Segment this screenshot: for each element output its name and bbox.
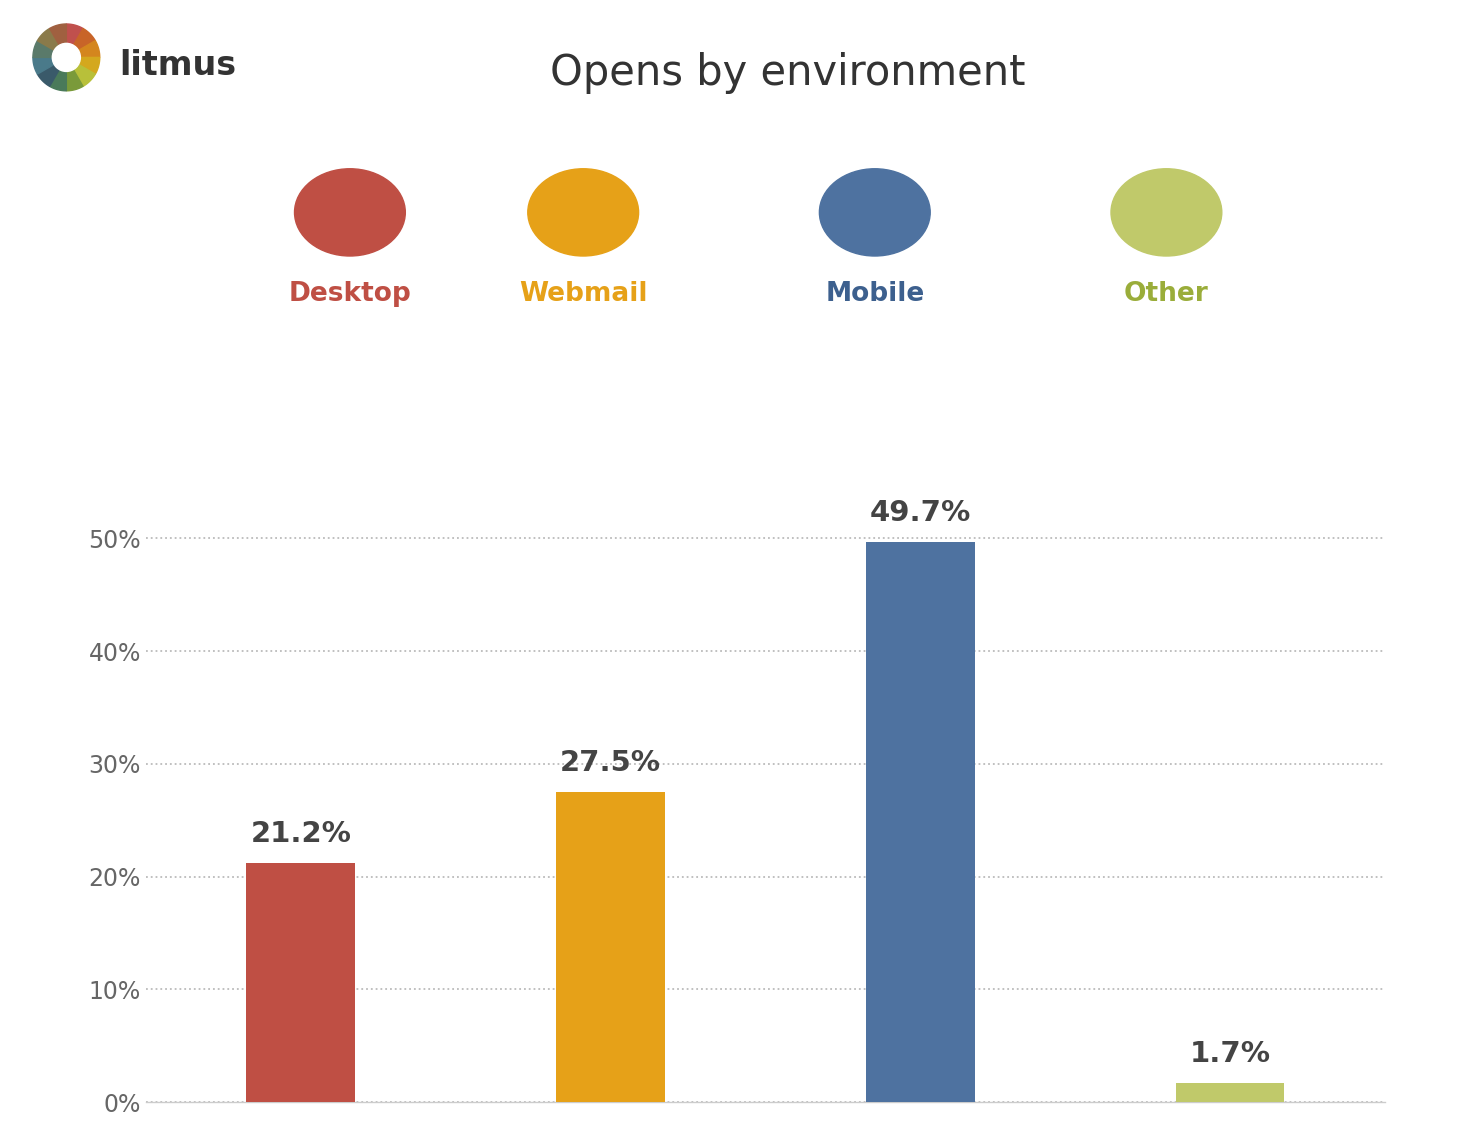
Polygon shape [38,64,60,86]
Polygon shape [79,57,99,75]
Text: Webmail: Webmail [519,281,647,308]
Polygon shape [50,24,67,45]
Text: 21.2%: 21.2% [251,821,351,848]
Text: 1.7%: 1.7% [1190,1040,1271,1069]
Text: Mobile: Mobile [825,281,924,308]
Text: 49.7%: 49.7% [870,499,971,527]
Circle shape [52,44,80,71]
Polygon shape [34,40,54,57]
Bar [1177,1083,1284,1102]
Polygon shape [73,29,95,51]
Polygon shape [67,70,83,91]
Text: Desktop: Desktop [289,281,411,308]
Polygon shape [34,57,54,75]
Bar [557,792,665,1102]
Bar [246,863,354,1102]
Bar [866,542,974,1102]
Polygon shape [79,40,99,57]
Polygon shape [50,70,67,91]
Text: Opens by environment: Opens by environment [550,52,1025,94]
Polygon shape [38,29,60,51]
Polygon shape [73,64,95,86]
Text: 27.5%: 27.5% [560,750,660,777]
Polygon shape [67,24,83,45]
Text: litmus: litmus [120,49,236,83]
Text: Other: Other [1124,281,1209,308]
